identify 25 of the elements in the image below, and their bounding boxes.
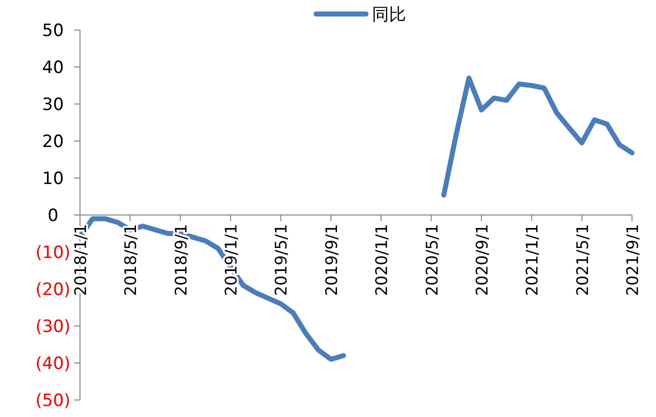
- legend-label: 同比: [372, 5, 406, 25]
- x-tick-label: 2018/1/1: [71, 224, 90, 296]
- x-tick-label: 2021/9/1: [623, 224, 642, 296]
- x-tick-label: 2019/5/1: [272, 224, 291, 296]
- x-tick-label: 2019/9/1: [322, 224, 341, 296]
- y-tick-label: 40: [42, 58, 64, 78]
- x-tick-label: 2020/9/1: [472, 224, 492, 296]
- y-tick-label: 0: [48, 206, 58, 226]
- legend: 同比: [314, 5, 406, 25]
- x-tick-label: 2020/1/1: [372, 224, 392, 296]
- y-tick-label: 10: [42, 169, 64, 189]
- y-tick-label: 20: [42, 132, 64, 152]
- x-tick-label: 2019/1/1: [222, 224, 241, 296]
- y-tick-label: 50: [42, 21, 64, 41]
- y-tick-label: (10): [36, 243, 70, 263]
- y-tick-label: (40): [36, 354, 70, 374]
- x-tick-label: 2018/9/1: [171, 224, 190, 296]
- y-tick-label: (30): [36, 317, 70, 337]
- y-tick-label: (20): [36, 280, 70, 300]
- x-tick-label: 2021/1/1: [522, 224, 542, 296]
- y-tick-label: 30: [42, 95, 64, 115]
- x-tick-label: 2021/5/1: [572, 224, 592, 296]
- x-tick-label: 2018/5/1: [121, 224, 140, 296]
- x-tick-label: 2020/5/1: [422, 224, 442, 296]
- y-tick-label: (50): [36, 391, 70, 411]
